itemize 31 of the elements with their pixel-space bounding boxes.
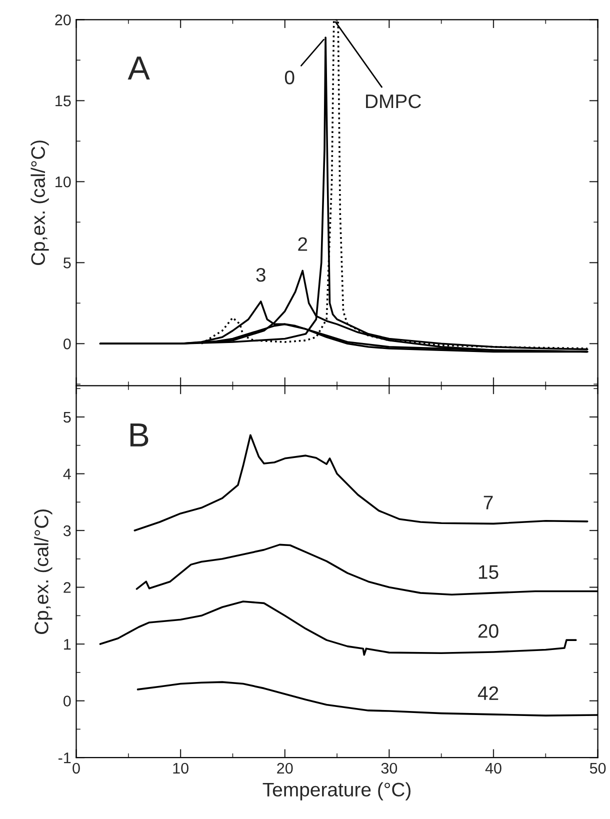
y-axis-title: Cp,ex. (cal/°C): [30, 140, 49, 266]
y-tick-label: 3: [63, 525, 71, 536]
series-label: 7: [484, 496, 493, 510]
x-tick-label: 30: [381, 762, 398, 774]
y-tick-label: 4: [63, 468, 71, 480]
y-tick-label: -1: [58, 752, 71, 764]
y-tick-label: 20: [55, 14, 71, 26]
series-label: DMPC: [366, 94, 421, 108]
series-label: 20: [478, 624, 498, 638]
y-tick-label: 0: [63, 696, 71, 706]
x-tick-label: 10: [173, 762, 188, 774]
series-label: 15: [478, 565, 498, 579]
x-tick-label: 50: [590, 762, 606, 774]
y-tick-label: 5: [64, 258, 71, 268]
y-tick-label: 5: [64, 412, 71, 423]
series-label: 42: [478, 686, 498, 700]
x-tick-label: 20: [277, 762, 293, 774]
series-label: 3: [256, 268, 266, 282]
series-label: 2: [298, 237, 308, 251]
series-label: 0: [284, 70, 294, 84]
y-tick-label: 1: [64, 639, 71, 650]
annotation: B: [130, 423, 148, 446]
y-tick-label: 2: [64, 582, 71, 593]
x-axis-title: Temperature (°C): [262, 782, 410, 800]
x-tick-label: 0: [72, 762, 80, 774]
y-tick-label: 15: [56, 96, 71, 106]
y-axis-title: Cp,ex. (cal/°C): [34, 510, 52, 634]
y-tick-label: 0: [63, 338, 71, 350]
x-tick-label: 40: [485, 762, 502, 774]
annotation: A: [128, 56, 150, 80]
y-tick-label: 10: [56, 176, 71, 188]
